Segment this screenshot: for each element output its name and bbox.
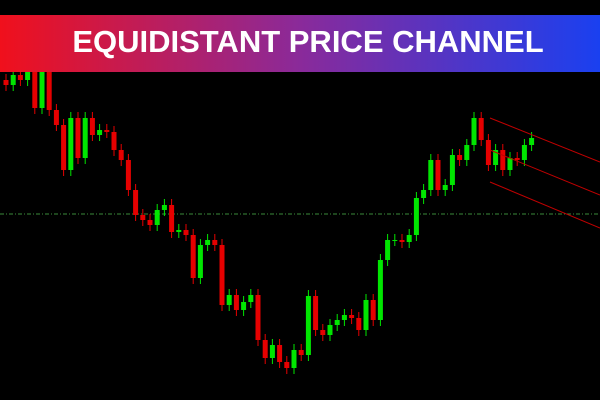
- candle-body: [471, 118, 477, 145]
- candle-body: [10, 75, 16, 85]
- candle-body: [111, 132, 117, 150]
- candle-body: [341, 315, 347, 320]
- candle-body: [255, 295, 261, 340]
- channel-line: [489, 117, 600, 163]
- candle-body: [313, 296, 319, 330]
- candle-body: [75, 118, 81, 158]
- channel-line: [489, 149, 600, 196]
- candle-body: [25, 70, 31, 80]
- candle-body: [485, 140, 491, 165]
- candle-body: [32, 70, 38, 108]
- candle-body: [478, 118, 484, 140]
- candle-body: [212, 240, 218, 245]
- candle-body: [97, 130, 103, 135]
- candle-body: [457, 155, 463, 160]
- channel-line: [489, 181, 600, 229]
- candle-body: [233, 295, 239, 310]
- candle-body: [17, 75, 23, 80]
- candle-body: [500, 150, 506, 170]
- candle-body: [3, 80, 9, 85]
- candle-body: [298, 350, 304, 355]
- candle-body: [39, 72, 45, 108]
- candle-body: [428, 160, 434, 190]
- candle-body: [53, 110, 59, 125]
- candle-body: [154, 210, 160, 225]
- candle-body: [262, 340, 268, 358]
- candle-body: [82, 118, 88, 158]
- candle-body: [241, 302, 247, 310]
- candle-body: [197, 245, 203, 278]
- candle-body: [118, 150, 124, 160]
- candle-body: [291, 350, 297, 368]
- candle-body: [413, 198, 419, 235]
- candle-body: [147, 220, 153, 225]
- candle-body: [529, 138, 535, 145]
- candle-body: [507, 158, 513, 170]
- candle-body: [406, 235, 412, 242]
- candle-body: [464, 145, 470, 160]
- candle-body: [284, 362, 290, 368]
- candle-body: [104, 130, 110, 132]
- candle-body: [169, 205, 175, 232]
- candle-body: [442, 185, 448, 190]
- chart-title: EQUIDISTANT PRICE CHANNEL: [72, 24, 543, 59]
- candle-body: [320, 330, 326, 335]
- candle-body: [248, 295, 254, 302]
- candle-body: [421, 190, 427, 198]
- candle-body: [46, 72, 52, 110]
- candle-body: [392, 240, 398, 241]
- candle-body: [125, 160, 131, 190]
- candle-body: [514, 158, 520, 160]
- candle-body: [356, 318, 362, 330]
- candle-body: [305, 296, 311, 355]
- candle-body: [277, 345, 283, 362]
- candle-body: [89, 118, 95, 135]
- candle-body: [140, 215, 146, 220]
- candle-body: [521, 145, 527, 160]
- candle-body: [183, 230, 189, 235]
- candle-body: [385, 240, 391, 260]
- candle-body: [176, 230, 182, 232]
- candle-body: [493, 150, 499, 165]
- candle-body: [399, 240, 405, 242]
- candle-body: [334, 320, 340, 325]
- candle-body: [205, 240, 211, 245]
- title-banner: [0, 15, 600, 72]
- candle-body: [68, 118, 74, 170]
- candle-body: [161, 205, 167, 210]
- candle-body: [435, 160, 441, 190]
- candle-body: [226, 295, 232, 305]
- candle-body: [219, 245, 225, 305]
- candle-body: [349, 315, 355, 318]
- candles: [3, 64, 535, 374]
- candle-body: [377, 260, 383, 320]
- candle-body: [370, 300, 376, 320]
- candle-body: [363, 300, 369, 330]
- candle-body: [327, 325, 333, 335]
- candle-body: [133, 190, 139, 215]
- candle-body: [61, 125, 67, 170]
- candle-body: [449, 155, 455, 185]
- candle-body: [269, 345, 275, 358]
- candle-body: [190, 235, 196, 278]
